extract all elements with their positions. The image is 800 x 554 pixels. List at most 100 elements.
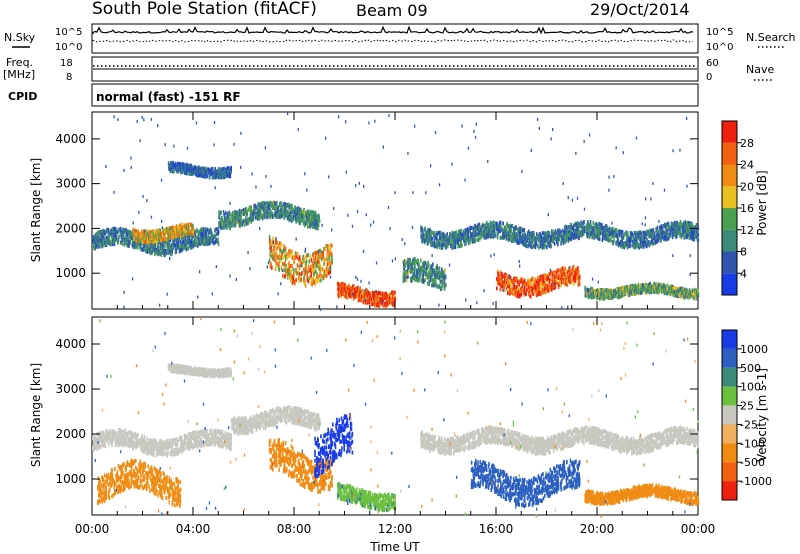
nsearch-tick-bottom: 10^0	[706, 42, 733, 53]
data-cell	[317, 226, 319, 231]
data-cell	[442, 243, 444, 247]
data-cell	[148, 247, 151, 252]
data-cell	[186, 241, 188, 246]
data-cell	[116, 230, 119, 235]
data-cell	[164, 253, 166, 257]
data-cell	[298, 266, 301, 271]
data-cell	[144, 236, 146, 241]
data-cell	[279, 210, 281, 215]
data-cell	[106, 238, 108, 243]
data-cell	[379, 291, 382, 296]
data-cell	[266, 201, 268, 206]
data-cell	[133, 241, 136, 246]
data-cell	[251, 217, 253, 222]
data-cell	[407, 274, 409, 279]
data-cell	[180, 223, 182, 227]
data-cell	[280, 266, 283, 271]
data-cell	[529, 294, 532, 299]
data-cell	[108, 235, 111, 240]
data-cell	[435, 236, 437, 240]
data-cell	[191, 244, 193, 249]
data-cell	[182, 227, 185, 232]
data-cell	[583, 220, 585, 224]
data-cell	[239, 211, 241, 216]
nsky-trace	[92, 25, 694, 35]
data-cell	[306, 216, 309, 221]
data-cell	[145, 235, 147, 240]
data-cell	[292, 210, 294, 214]
data-cell	[386, 298, 389, 303]
data-cell	[279, 248, 281, 253]
data-cell	[177, 243, 179, 248]
data-cell	[243, 211, 246, 216]
data-cell	[310, 270, 312, 275]
data-cell	[367, 300, 369, 305]
data-cell	[352, 293, 355, 298]
data-cell	[472, 225, 474, 230]
data-cell	[328, 262, 330, 267]
data-cell	[566, 225, 568, 230]
data-cell	[255, 215, 257, 220]
data-cell	[458, 232, 460, 237]
cpid-value: normal (fast) -151 RF	[96, 90, 241, 104]
data-cell	[285, 204, 287, 209]
station-title: South Pole Station (fitACF)	[92, 0, 317, 19]
data-cell	[601, 225, 604, 230]
data-cell	[261, 216, 264, 221]
data-cell	[161, 237, 164, 242]
data-cell	[319, 253, 322, 258]
data-cell	[118, 235, 120, 239]
data-cell	[450, 233, 452, 238]
data-cell	[440, 239, 443, 244]
data-cell	[434, 236, 436, 241]
data-cell	[361, 293, 364, 298]
data-cell	[417, 259, 419, 264]
data-cell	[404, 263, 406, 268]
data-cell	[100, 236, 103, 241]
data-cell	[242, 220, 244, 225]
data-cell	[365, 291, 368, 296]
data-cell	[281, 250, 284, 255]
data-cell	[573, 223, 575, 228]
data-cell	[183, 233, 185, 238]
data-cell	[110, 234, 113, 239]
data-cell	[259, 208, 262, 212]
data-cell	[98, 232, 101, 237]
data-cell	[257, 202, 260, 207]
data-cell	[98, 230, 100, 235]
data-cell	[410, 267, 412, 272]
data-cell	[294, 256, 296, 260]
data-cell	[280, 205, 283, 210]
data-cell	[501, 275, 504, 280]
data-cell	[355, 289, 358, 294]
data-cell	[199, 235, 202, 240]
data-cell	[256, 207, 259, 212]
data-cell	[287, 268, 290, 273]
data-cell	[171, 235, 173, 240]
data-cell	[162, 248, 165, 253]
data-cell	[438, 269, 441, 274]
data-cell	[319, 264, 322, 269]
data-cell	[244, 210, 247, 215]
data-cell	[264, 205, 267, 210]
nsearch-label: N.Search	[746, 31, 796, 44]
data-cell	[269, 249, 272, 254]
data-cell	[346, 289, 349, 294]
data-cell	[460, 244, 462, 248]
data-cell	[93, 240, 96, 244]
data-cell	[477, 223, 479, 228]
data-cell	[108, 241, 110, 246]
data-cell	[323, 246, 325, 251]
data-cell	[425, 237, 428, 242]
data-cell	[440, 242, 443, 247]
data-cell	[183, 224, 186, 229]
data-cell	[427, 260, 430, 265]
nsky-tick-bottom: 10^0	[55, 42, 82, 53]
data-cell	[465, 237, 467, 241]
data-cell	[103, 243, 105, 248]
data-cell	[274, 207, 277, 212]
data-cell	[436, 237, 438, 242]
data-cell	[422, 273, 424, 278]
data-cell	[345, 294, 348, 299]
data-cell	[326, 256, 328, 261]
